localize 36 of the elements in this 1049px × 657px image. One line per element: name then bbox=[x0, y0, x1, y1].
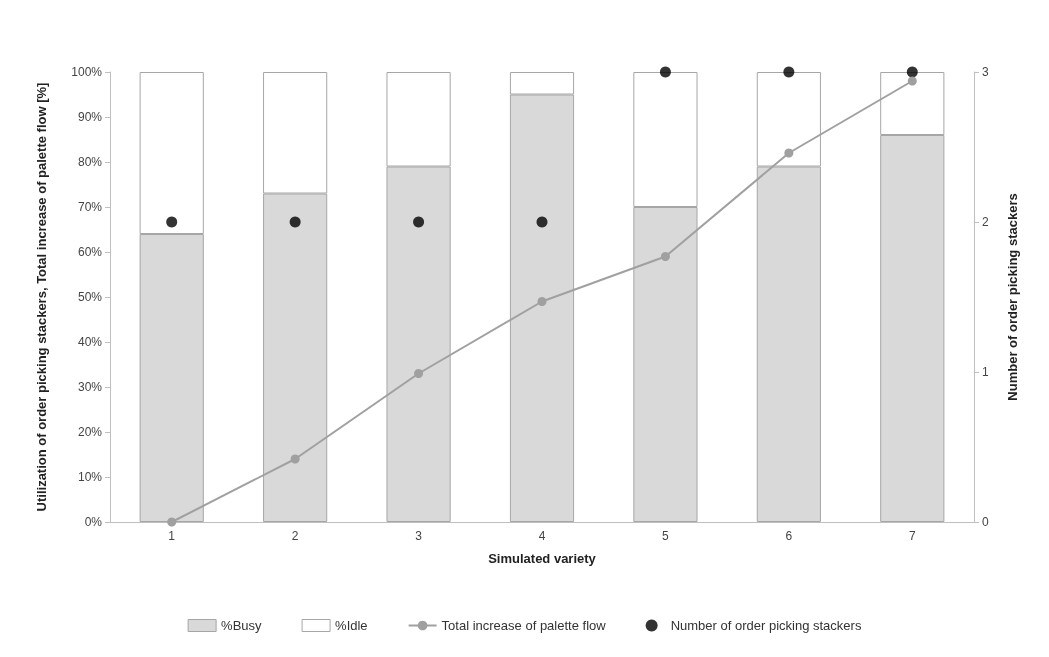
y-tick-label: 10% bbox=[77, 470, 103, 484]
y-tick-label: 60% bbox=[77, 245, 103, 259]
legend-label: %Idle bbox=[335, 618, 368, 633]
x-tick-label: 4 bbox=[538, 529, 546, 543]
y2-tick-label: 3 bbox=[982, 65, 989, 79]
y-tick-label: 40% bbox=[77, 335, 103, 349]
x-tick-label: 5 bbox=[662, 529, 670, 543]
y-tick-label: 80% bbox=[77, 155, 103, 169]
y-tick-label: 100% bbox=[71, 65, 103, 79]
legend-label: Number of order picking stackers bbox=[670, 618, 862, 633]
y-tick-label: 90% bbox=[77, 110, 103, 124]
x-tick-label: 1 bbox=[168, 529, 176, 543]
point bbox=[167, 517, 177, 527]
legend-label: Total increase of palette flow bbox=[441, 618, 607, 633]
y-tick-label: 50% bbox=[77, 290, 103, 304]
y-tick-label: 30% bbox=[77, 380, 103, 394]
x-tick-label: 2 bbox=[291, 529, 299, 543]
x-axis-title: Simulated variety bbox=[488, 551, 597, 566]
y2-tick-label: 1 bbox=[982, 365, 989, 379]
y2-axis-title: Number of order picking stackers bbox=[1005, 193, 1020, 401]
y-tick-label: 70% bbox=[77, 200, 103, 214]
x-tick-label: 7 bbox=[908, 529, 916, 543]
point bbox=[907, 76, 917, 86]
y2-tick-label: 0 bbox=[982, 515, 989, 529]
x-tick-label: 3 bbox=[415, 529, 423, 543]
point bbox=[537, 297, 547, 306]
y-tick-label: 0% bbox=[84, 515, 103, 529]
legend-label: %Busy bbox=[221, 618, 263, 633]
point bbox=[290, 454, 300, 464]
point bbox=[660, 252, 670, 261]
x-tick-label: 6 bbox=[785, 529, 793, 543]
point bbox=[784, 148, 794, 158]
point bbox=[414, 369, 424, 378]
y2-tick-label: 2 bbox=[982, 215, 989, 229]
y-tick-label: 20% bbox=[77, 425, 103, 439]
y-axis-title: Utilization of order picking stackers, Total increase of palette flow [%] bbox=[34, 82, 49, 512]
